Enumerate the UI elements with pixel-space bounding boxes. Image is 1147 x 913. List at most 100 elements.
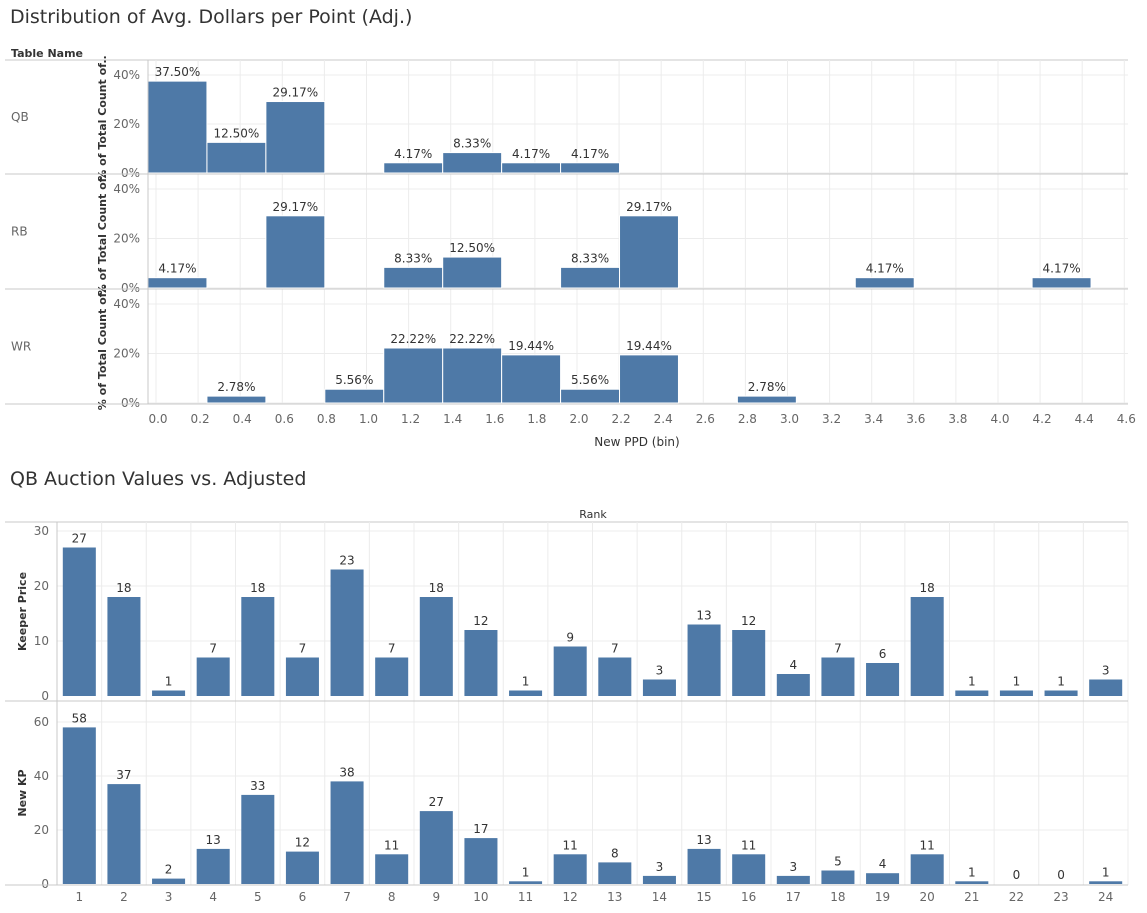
bar-value-label: 4.17%	[512, 147, 550, 161]
rank-bar	[955, 690, 989, 696]
rank-tick-label: 6	[299, 890, 307, 904]
bar-value-label: 18	[116, 581, 131, 595]
bar-value-label: 11	[741, 838, 756, 852]
bar-value-label: 29.17%	[272, 86, 318, 100]
bar-value-label: 8.33%	[453, 137, 491, 151]
rank-bar	[375, 657, 409, 696]
x-tick-label: 3.6	[906, 412, 925, 426]
bar-value-label: 11	[384, 838, 399, 852]
rank-bar	[107, 784, 141, 884]
y-tick-label: 20%	[113, 232, 140, 246]
rank-bar	[375, 854, 409, 884]
bar-value-label: 29.17%	[626, 200, 672, 214]
histogram-bar	[1031, 277, 1092, 289]
bar-value-label: 5.56%	[335, 373, 373, 387]
rank-bar	[107, 597, 141, 696]
x-tick-label: 0.2	[191, 412, 210, 426]
bar-value-label: 58	[72, 711, 87, 725]
y-tick-label: 40%	[113, 182, 140, 196]
rank-bar	[419, 811, 453, 884]
bar-value-label: 22.22%	[390, 332, 436, 346]
rank-tick-label: 14	[652, 890, 667, 904]
y-tick-label: 0	[41, 877, 49, 891]
bar-value-label: 8	[611, 846, 619, 860]
bar-value-label: 18	[920, 581, 935, 595]
x-tick-label: 3.8	[948, 412, 967, 426]
histogram-bar	[442, 256, 503, 289]
bar-value-label: 7	[209, 642, 217, 656]
bar-value-label: 4	[879, 857, 887, 871]
x-tick-label: 2.8	[738, 412, 757, 426]
y-tick-label: 20%	[113, 117, 140, 131]
rank-bar	[62, 727, 96, 884]
bar-value-label: 18	[250, 581, 265, 595]
bar-value-label: 5.56%	[571, 373, 609, 387]
y-axis-title: Keeper Price	[16, 572, 29, 651]
bar-value-label: 4.17%	[866, 262, 904, 276]
bar-value-label: 27	[72, 532, 87, 546]
histogram-bar	[206, 141, 267, 174]
y-tick-label: 20	[34, 823, 49, 837]
bar-value-label: 11	[920, 838, 935, 852]
bar-value-label: 1	[968, 675, 976, 689]
bar-value-label: 13	[206, 833, 221, 847]
rank-bar	[1089, 679, 1123, 696]
row-header-label: Table Name	[11, 47, 83, 60]
rank-bar	[152, 690, 186, 696]
histogram-bar	[560, 162, 621, 174]
histogram-bar	[854, 277, 915, 289]
rank-tick-label: 23	[1053, 890, 1068, 904]
rank-bar	[330, 781, 364, 884]
y-tick-label: 0%	[121, 396, 140, 410]
bar-value-label: 22.22%	[449, 332, 495, 346]
rank-bar	[910, 597, 944, 696]
rank-tick-label: 11	[518, 890, 533, 904]
bar-value-label: 12.50%	[449, 241, 495, 255]
bar-value-label: 13	[696, 833, 711, 847]
bar-value-label: 1	[1102, 865, 1110, 879]
bar-value-label: 3	[1102, 664, 1110, 678]
x-tick-label: 1.8	[527, 412, 546, 426]
y-tick-label: 30	[34, 524, 49, 538]
rank-bar	[598, 862, 632, 884]
bar-value-label: 12.50%	[214, 126, 260, 140]
bar-value-label: 7	[834, 642, 842, 656]
rank-bar	[509, 690, 543, 696]
rank-bar	[62, 547, 96, 696]
histogram-bar	[324, 388, 385, 404]
rank-bar	[776, 875, 810, 884]
rank-bar	[553, 646, 587, 696]
x-tick-label: 2.0	[569, 412, 588, 426]
rank-tick-label: 10	[473, 890, 488, 904]
bar-value-label: 8.33%	[571, 251, 609, 265]
rank-bar	[821, 870, 855, 884]
bar-value-label: 1	[522, 865, 530, 879]
bar-value-label: 5	[834, 855, 842, 869]
x-tick-label: 1.4	[443, 412, 462, 426]
rank-tick-label: 18	[830, 890, 845, 904]
x-tick-label: 0.8	[317, 412, 336, 426]
histogram-bar	[147, 80, 208, 174]
histogram-bar	[501, 162, 562, 174]
rank-header: Rank	[579, 508, 607, 521]
rank-bar	[598, 657, 632, 696]
x-tick-label: 0.6	[275, 412, 294, 426]
rank-bar	[330, 569, 364, 696]
x-tick-label: 2.4	[654, 412, 673, 426]
x-tick-label: 2.2	[612, 412, 631, 426]
rank-bar	[241, 794, 275, 884]
x-tick-label: 4.4	[1075, 412, 1094, 426]
bar-value-label: 4	[789, 658, 797, 672]
x-axis-title: New PPD (bin)	[594, 435, 679, 449]
bar-value-label: 1	[522, 675, 530, 689]
rank-bar	[464, 630, 498, 696]
bar-value-label: 3	[656, 860, 664, 874]
histogram-bar	[265, 215, 326, 289]
histogram-bar	[383, 266, 444, 289]
rank-tick-label: 22	[1009, 890, 1024, 904]
rank-bar	[866, 873, 900, 884]
rank-bar	[910, 854, 944, 884]
rank-bar	[152, 878, 186, 884]
bar-value-label: 37	[116, 768, 131, 782]
rank-bar	[196, 848, 230, 884]
